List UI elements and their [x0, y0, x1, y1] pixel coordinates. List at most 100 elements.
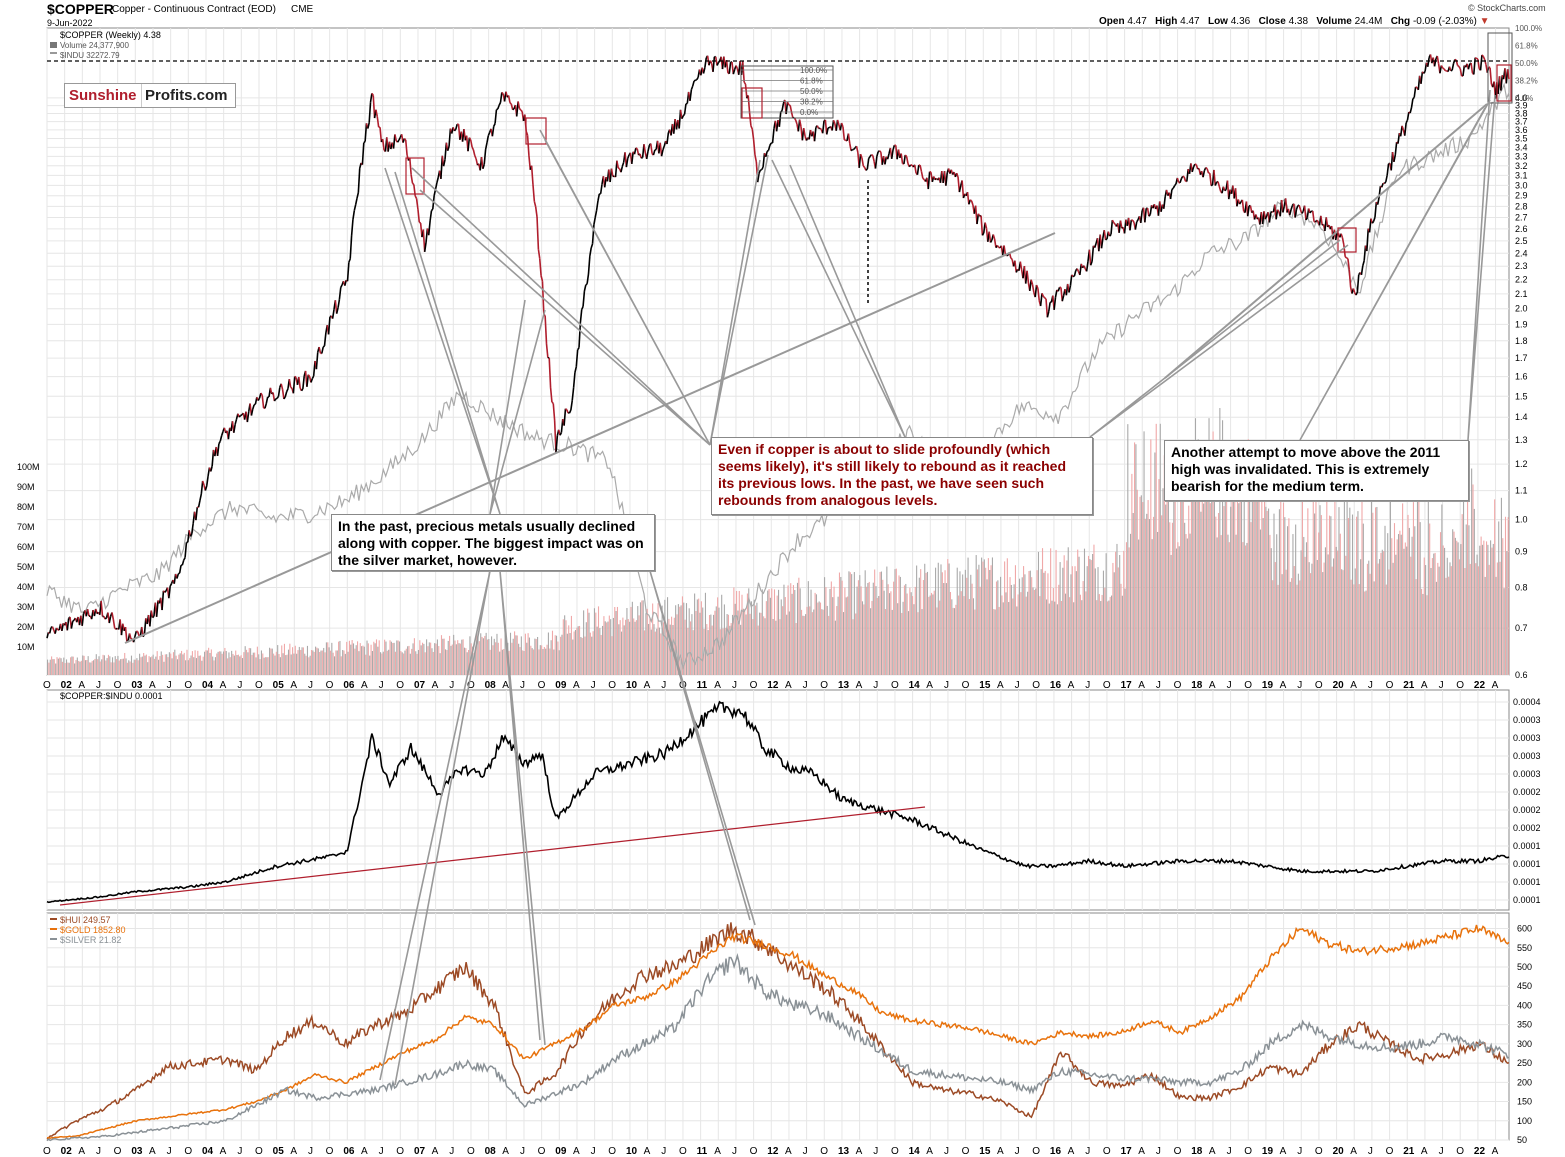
volume-bar [80, 660, 82, 675]
x-tick-label-bottom: A [1280, 1146, 1287, 1157]
volume-bar [450, 645, 452, 675]
volume-tick-label: 100M [17, 462, 40, 472]
copper-price-segment [344, 280, 347, 286]
volume-bar [749, 613, 751, 675]
volume-bar [995, 581, 998, 675]
volume-bar [836, 606, 838, 675]
volume-bar [1307, 508, 1309, 675]
volume-bar [342, 649, 344, 675]
copper-price-segment [886, 153, 890, 160]
volume-bar [72, 656, 74, 675]
copper-price-segment [1034, 284, 1038, 298]
volume-bar [1410, 556, 1412, 675]
volume-bar [1081, 600, 1083, 675]
volume-bar [1226, 500, 1228, 675]
volume-bar [696, 599, 698, 675]
volume-bar [1086, 566, 1088, 675]
x-tick-label: O [1456, 680, 1464, 691]
volume-bar [838, 572, 841, 675]
volume-bar [359, 643, 361, 675]
copper-price-segment [498, 102, 502, 106]
copper-price-segment [1072, 275, 1075, 278]
copper-price-segment [340, 284, 343, 288]
volume-bar [175, 655, 177, 675]
volume-bar [1316, 559, 1318, 675]
y-tick-label: 3.4 [1515, 142, 1528, 152]
volume-bar [171, 658, 173, 675]
copper-price-segment [1264, 215, 1268, 220]
volume-bar [440, 635, 443, 675]
copper-price-segment [961, 180, 965, 199]
y-tick-label: 1.5 [1515, 391, 1528, 401]
copper-price-segment [1206, 168, 1210, 174]
volume-bar [247, 652, 249, 675]
copper-price-segment [302, 376, 305, 390]
volume-bar [221, 653, 223, 675]
volume-bar [1104, 587, 1106, 675]
x-tick-label-bottom: J [308, 1146, 313, 1157]
x-tick-label: A [573, 680, 580, 691]
volume-bar [1381, 549, 1383, 675]
x-tick-label: 19 [1262, 680, 1274, 691]
copper-price-segment [273, 398, 277, 402]
volume-bar [1134, 442, 1136, 675]
copper-price-segment [1393, 154, 1397, 162]
copper-price-segment [1301, 210, 1304, 214]
volume-bar [250, 648, 252, 675]
volume-bar [679, 606, 681, 675]
copper-price-segment [1401, 125, 1405, 131]
copper-price-segment [300, 388, 304, 392]
copper-price-segment [593, 217, 597, 225]
volume-bar [116, 659, 118, 675]
y-tick-label: 2.4 [1515, 248, 1528, 258]
volume-bar [650, 629, 652, 675]
copper-price-segment [1210, 184, 1213, 187]
copper-price-segment [238, 414, 242, 418]
copper-price-segment [766, 149, 769, 152]
volume-bar [493, 638, 495, 675]
volume-bar [610, 619, 612, 675]
copper-price-segment [1459, 68, 1463, 77]
volume-bar [310, 649, 313, 675]
copper-price-segment [264, 403, 268, 409]
ratio-y-tick-label: 0.0001 [1513, 895, 1541, 905]
volume-bar [1199, 440, 1201, 675]
metals-y-tick-label: 250 [1517, 1058, 1532, 1068]
volume-bar [1304, 556, 1306, 675]
y-tick-label: 1.7 [1515, 353, 1528, 363]
x-tick-label-bottom: A [361, 1146, 368, 1157]
volume-bar [106, 658, 108, 675]
x-tick-label: A [502, 680, 509, 691]
volume-bar [218, 651, 221, 675]
volume-bar [252, 652, 254, 675]
volume-bar [1059, 562, 1061, 675]
volume-bar [348, 640, 350, 675]
volume-bar [397, 640, 399, 675]
volume-bar [271, 648, 273, 675]
copper-price-segment [183, 557, 186, 561]
copper-price-segment [1362, 260, 1365, 266]
volume-bar [654, 631, 656, 675]
copper-price-segment [884, 156, 888, 165]
volume-bar [936, 607, 938, 675]
volume-bar [543, 647, 545, 675]
copper-price-segment [633, 147, 637, 155]
copper-price-segment [966, 192, 970, 205]
volume-bar [1504, 516, 1507, 675]
x-tick-label-bottom: A [926, 1146, 933, 1157]
volume-bar [723, 604, 725, 675]
volume-bar [183, 652, 185, 675]
copper-price-segment [1073, 270, 1077, 277]
volume-bar [1085, 591, 1087, 675]
x-tick-label-bottom: O [1386, 1146, 1394, 1157]
volume-bar [56, 657, 58, 675]
copper-price-segment [1363, 245, 1367, 261]
volume-bar [152, 654, 154, 675]
volume-bar [70, 657, 72, 675]
volume-bar [1437, 562, 1439, 675]
copper-price-segment [1436, 55, 1440, 64]
volume-bar [1234, 465, 1236, 675]
volume-bar [562, 619, 564, 675]
copper-price-segment [331, 309, 335, 319]
volume-bar [867, 582, 869, 675]
